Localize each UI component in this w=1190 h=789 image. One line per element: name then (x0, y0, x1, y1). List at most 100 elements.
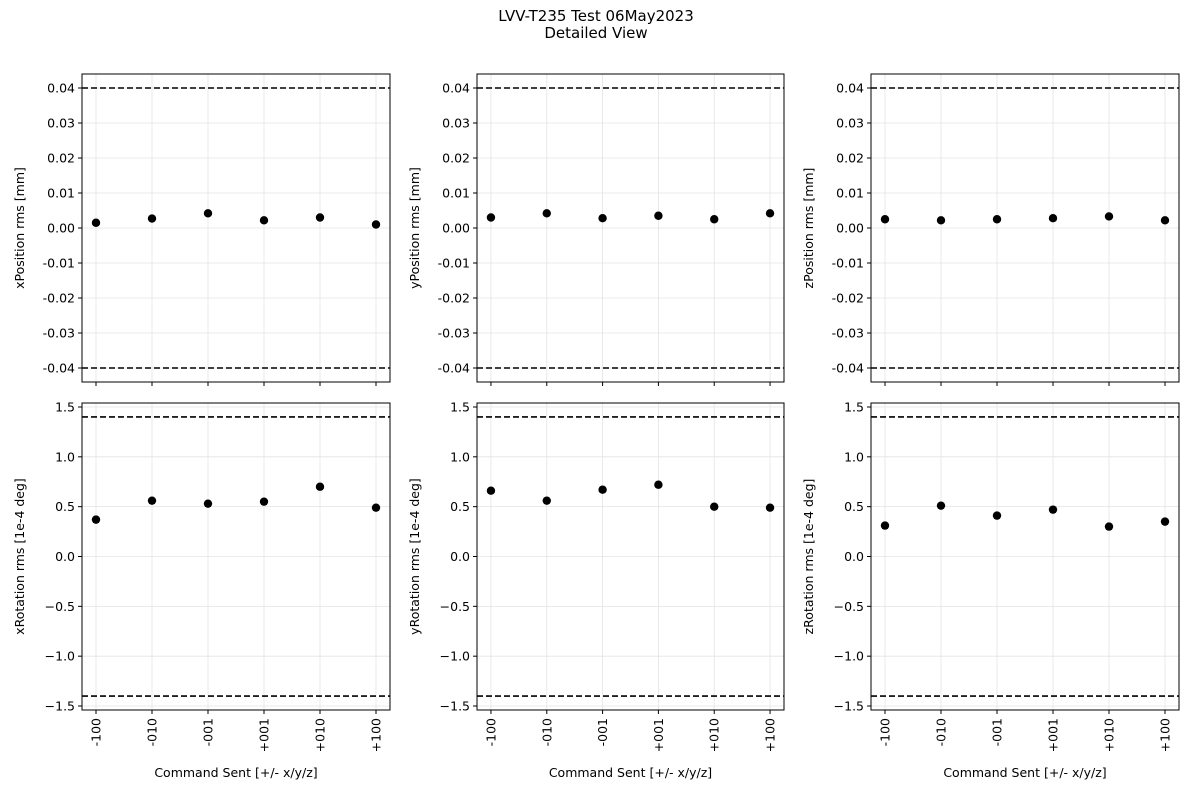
data-point--001 (598, 485, 607, 494)
y-tick-label: −1.5 (834, 699, 864, 714)
y-tick-label: -0.01 (43, 256, 75, 271)
x-tick-label--100: -100 (483, 718, 498, 746)
y-tick-label: 1.0 (450, 449, 470, 464)
y-tick-label: 1.0 (55, 449, 75, 464)
data-point--010 (147, 214, 157, 223)
y-tick-label: −1.0 (834, 649, 864, 664)
data-point--001 (203, 209, 213, 218)
data-point-+010 (1104, 522, 1114, 531)
x-tick-label-+100: +100 (369, 718, 384, 752)
data-point-+100 (765, 503, 775, 512)
data-point--100 (486, 213, 496, 222)
data-point--001 (598, 214, 607, 223)
y-axis-label: xRotation rms [1e-4 deg] (12, 478, 27, 635)
x-tick-label-+100: +100 (1158, 718, 1173, 752)
y-tick-label: -0.03 (832, 326, 864, 341)
y-tick-label: 0.0 (450, 549, 470, 564)
data-point--001 (992, 215, 1002, 224)
data-point--100 (91, 218, 101, 227)
subplot-3: 0.04 0.03 0.02 0.01 0.00 -0.01 -0.02 -0.03 -0.04… (801, 73, 1180, 386)
y-tick-label: -0.02 (43, 291, 75, 306)
y-tick-label: 1.5 (450, 399, 470, 414)
data-point--100 (880, 215, 890, 224)
y-tick-label: −0.5 (834, 599, 864, 614)
x-tick-label--001: -001 (595, 718, 610, 746)
x-tick-label--001: -001 (201, 718, 216, 746)
data-point--001 (992, 511, 1002, 520)
data-point--001 (203, 499, 213, 508)
y-axis-label: yPosition rms [mm] (407, 167, 422, 289)
x-tick-label--010: -010 (934, 718, 949, 746)
x-tick-label--100: -100 (878, 718, 893, 746)
x-axis-label: Command Sent [+/- x/y/z] (549, 765, 712, 780)
y-tick-label: 1.5 (55, 399, 75, 414)
figure-title-line1: LVV-T235 Test 06May2023 (498, 7, 694, 25)
y-tick-label: 1.0 (844, 449, 864, 464)
y-tick-label: 0.5 (844, 499, 864, 514)
y-tick-label: 0.02 (836, 151, 864, 166)
x-tick-label-+100: +100 (763, 718, 778, 752)
y-tick-label: −1.5 (45, 699, 75, 714)
y-tick-label: 0.04 (836, 81, 864, 96)
data-point--010 (542, 496, 551, 505)
y-tick-label: -0.03 (438, 326, 470, 341)
y-axis-label: zPosition rms [mm] (801, 168, 816, 289)
y-axis-label: xPosition rms [mm] (12, 167, 27, 289)
y-tick-label: -0.04 (832, 361, 864, 376)
y-tick-label: 0.04 (442, 81, 470, 96)
x-tick-label-+010: +010 (707, 718, 722, 752)
x-tick-label--001: -001 (990, 718, 1005, 746)
subplot-5: 1.5 1.0 0.5 0.0 −0.5 −1.0 −1.5 -100 -010 -001 +001… (407, 399, 785, 780)
y-tick-label: 0.02 (47, 151, 75, 166)
y-tick-label: −1.5 (440, 699, 470, 714)
y-tick-label: -0.03 (43, 326, 75, 341)
data-point-+001 (654, 480, 663, 489)
y-tick-label: 0.02 (442, 151, 470, 166)
y-tick-label: 0.03 (836, 116, 864, 131)
subplot-1: 0.04 0.03 0.02 0.01 0.00 -0.01 -0.02 -0.03 -0.04… (12, 73, 391, 386)
x-tick-label--100: -100 (89, 718, 104, 746)
y-axis-label: yRotation rms [1e-4 deg] (407, 478, 422, 635)
figure-title-line2: Detailed View (544, 24, 647, 42)
data-point-+100 (1160, 216, 1170, 225)
y-axis-label: zRotation rms [1e-4 deg] (801, 479, 816, 635)
data-point--010 (542, 209, 551, 218)
y-tick-label: 0.01 (836, 186, 864, 201)
data-point-+001 (1048, 214, 1058, 223)
y-tick-label: −0.5 (440, 599, 470, 614)
x-tick-label--010: -010 (145, 718, 160, 746)
y-tick-label: 0.5 (55, 499, 75, 514)
y-tick-label: 0.01 (47, 186, 75, 201)
x-tick-label-+001: +001 (1046, 718, 1061, 752)
x-tick-label-+010: +010 (313, 718, 328, 752)
x-axis-label: Command Sent [+/- x/y/z] (154, 765, 317, 780)
y-tick-label: 0.01 (442, 186, 470, 201)
data-point--100 (486, 486, 496, 495)
data-point-+100 (371, 503, 381, 512)
subplot-6: 1.5 1.0 0.5 0.0 −0.5 −1.0 −1.5 -100 -010 -001 +001… (801, 399, 1180, 780)
data-point-+100 (765, 209, 775, 218)
y-tick-label: 0.5 (450, 499, 470, 514)
y-tick-label: −1.0 (440, 649, 470, 664)
data-point-+010 (710, 502, 719, 511)
y-tick-label: -0.01 (832, 256, 864, 271)
x-tick-label--010: -010 (539, 718, 554, 746)
data-point-+100 (1160, 517, 1170, 526)
data-point-+010 (1104, 212, 1114, 221)
data-point--100 (880, 521, 890, 530)
y-tick-label: 0.00 (836, 221, 864, 236)
data-point-+010 (315, 482, 325, 491)
y-tick-label: 0.03 (47, 116, 75, 131)
y-tick-label: −1.0 (45, 649, 75, 664)
subplot-2: 0.04 0.03 0.02 0.01 0.00 -0.01 -0.02 -0.03 -0.04… (407, 73, 785, 386)
x-tick-label-+001: +001 (257, 718, 272, 752)
subplot-4: 1.5 1.0 0.5 0.0 −0.5 −1.0 −1.5 -100 -010 -001 +001… (12, 399, 391, 780)
data-point-+100 (371, 220, 381, 229)
data-point-+001 (1048, 505, 1058, 514)
y-tick-label: 0.0 (55, 549, 75, 564)
y-tick-label: −0.5 (45, 599, 75, 614)
y-tick-label: -0.02 (438, 291, 470, 306)
y-tick-label: 1.5 (844, 399, 864, 414)
y-tick-label: 0.03 (442, 116, 470, 131)
